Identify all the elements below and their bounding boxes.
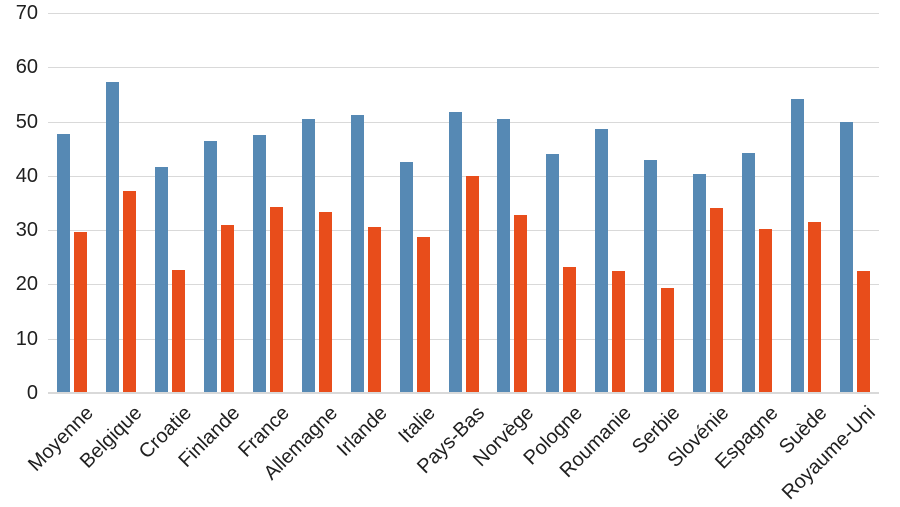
bar-series2-slov-nie bbox=[709, 208, 723, 392]
bar-series2-belgique bbox=[123, 191, 137, 392]
bar-series2-allemagne bbox=[318, 211, 332, 392]
y-axis-tick-label: 70 bbox=[15, 2, 38, 24]
bar-series1-espagne bbox=[741, 152, 755, 392]
gridline bbox=[48, 67, 879, 69]
bar-series1-irlande bbox=[350, 114, 364, 392]
y-axis-tick-label: 10 bbox=[15, 327, 38, 350]
bar-series2-moyenne bbox=[74, 232, 88, 392]
y-axis-tick-label: 30 bbox=[15, 219, 38, 242]
bar-series1-moyenne bbox=[57, 133, 71, 392]
bar-series2-roumanie bbox=[612, 270, 626, 392]
bar-series1-finlande bbox=[204, 140, 218, 392]
bar-series1-slov-nie bbox=[692, 174, 706, 392]
bar-series1-pologne bbox=[546, 154, 560, 392]
bar-series2-croatie bbox=[172, 269, 186, 392]
bar-series2-norv-ge bbox=[514, 215, 528, 392]
gridline bbox=[48, 230, 879, 232]
bar-series1-italie bbox=[399, 162, 413, 392]
bar-series2-su-de bbox=[807, 222, 821, 392]
gridline bbox=[48, 284, 879, 286]
x-axis-category-label: Irlande bbox=[332, 402, 392, 461]
bar-series1-su-de bbox=[790, 99, 804, 392]
gridline bbox=[48, 175, 879, 177]
bar-series2-finlande bbox=[221, 225, 235, 392]
y-axis-tick-label: 0 bbox=[26, 382, 38, 404]
x-axis-line bbox=[48, 392, 879, 394]
bar-series2-royaume-uni bbox=[856, 270, 870, 392]
bar-series1-norv-ge bbox=[497, 118, 511, 392]
bar-series1-croatie bbox=[155, 166, 169, 392]
bar-series2-france bbox=[269, 207, 283, 392]
gridline bbox=[48, 338, 879, 340]
bar-series2-serbie bbox=[661, 287, 675, 392]
bar-series2-pologne bbox=[563, 267, 577, 392]
bar-series2-espagne bbox=[758, 228, 772, 392]
bar-series1-serbie bbox=[644, 159, 658, 392]
bar-series1-belgique bbox=[106, 82, 120, 392]
bar-series1-france bbox=[252, 135, 266, 392]
bar-series1-allemagne bbox=[301, 118, 315, 392]
y-axis-tick-label: 20 bbox=[15, 273, 38, 296]
bar-series2-italie bbox=[416, 237, 430, 392]
bar-series2-pays-bas bbox=[465, 175, 479, 392]
bar-series1-pays-bas bbox=[448, 111, 462, 392]
bar-series2-irlande bbox=[367, 227, 381, 392]
bar-series1-roumanie bbox=[595, 128, 609, 392]
y-axis-tick-label: 50 bbox=[15, 110, 38, 133]
y-axis-tick-label: 40 bbox=[15, 164, 38, 187]
gridline bbox=[48, 13, 879, 14]
gridline bbox=[48, 121, 879, 123]
bar-series1-royaume-uni bbox=[839, 121, 853, 392]
y-axis-tick-label: 60 bbox=[15, 56, 38, 79]
